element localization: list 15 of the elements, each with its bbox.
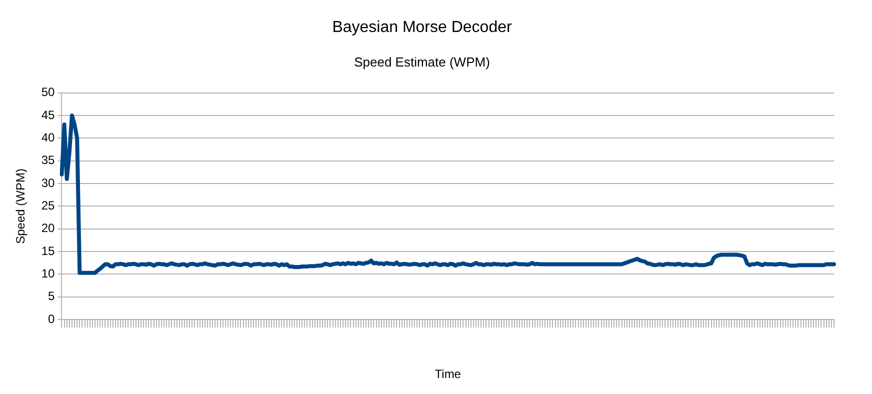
y-tick-label: 35 <box>41 153 56 168</box>
y-tick-label: 15 <box>41 244 56 258</box>
y-tick-label: 45 <box>41 108 56 122</box>
x-axis-title: Time <box>434 367 462 382</box>
y-tick-label: 40 <box>41 130 56 144</box>
y-tick-label: 30 <box>41 176 56 190</box>
y-tick-label: 50 <box>41 85 56 100</box>
y-tick-label: 5 <box>48 289 56 304</box>
y-tick-label: 20 <box>41 221 56 236</box>
y-axis-title: Speed (WPM) <box>14 168 28 244</box>
chart-subtitle: Speed Estimate (WPM) <box>354 54 490 70</box>
y-tick-label: 0 <box>48 312 56 326</box>
chart-title: Bayesian Morse Decoder <box>332 19 512 36</box>
y-tick-label: 10 <box>41 266 56 281</box>
y-tick-label: 25 <box>41 198 56 213</box>
